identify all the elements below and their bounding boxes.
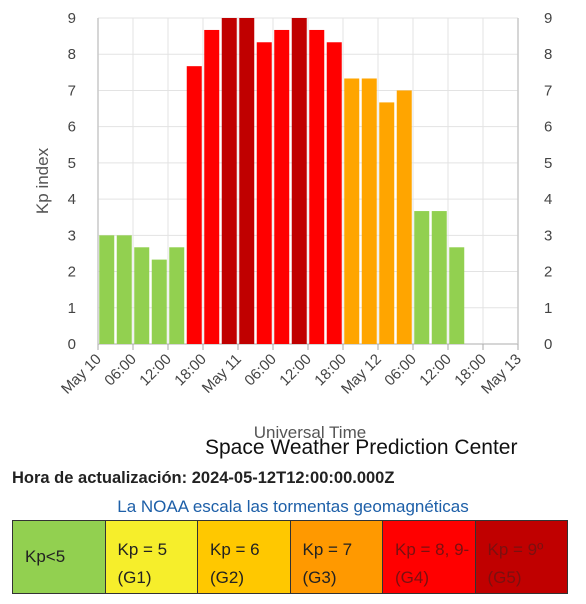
scale-label: Kp = 6 [210, 540, 260, 559]
scale-level: (G1) [117, 568, 152, 587]
y-axis-title: Kp index [33, 147, 52, 214]
x-tick-label: 12:00 [136, 351, 175, 390]
scale-label: Kp = 8, 9- [395, 540, 470, 559]
x-tick-label: May 13 [478, 351, 525, 398]
y-tick-label-left: 3 [68, 227, 76, 244]
scale-label: Kp = 7 [302, 540, 353, 559]
scale-cell-below-5: Kp<5 [13, 521, 106, 593]
kp-bar [186, 66, 202, 345]
kp-bar [169, 247, 185, 344]
x-tick-label: 06:00 [381, 351, 420, 390]
y-tick-label-left: 2 [68, 264, 76, 281]
scale-level: (G2) [210, 568, 244, 587]
kp-bar [326, 42, 342, 344]
x-tick-label: 06:00 [241, 351, 280, 390]
scale-cell-g5: Kp = 9º (G5) [475, 521, 567, 593]
scale-level: (G3) [302, 568, 337, 587]
kp-bar [309, 29, 325, 344]
scale-label: Kp = 5 [117, 540, 168, 559]
kp-bar [99, 235, 115, 344]
x-tick-label: May 10 [58, 351, 105, 398]
kp-bar [431, 211, 447, 344]
kp-bar [291, 18, 307, 344]
kp-bar [151, 259, 167, 344]
y-tick-label-right: 5 [544, 155, 552, 172]
kp-bar [116, 235, 132, 344]
y-tick-label-right: 1 [544, 300, 552, 317]
y-tick-label-right: 4 [544, 191, 552, 208]
scale-level: (G4) [395, 568, 429, 587]
kp-bar [239, 18, 255, 344]
y-tick-label-right: 3 [544, 227, 552, 244]
kp-bar [396, 90, 412, 344]
x-tick-label: 12:00 [416, 351, 455, 390]
scale-cell-g1: Kp = 5 (G1) [105, 521, 198, 593]
y-tick-label-right: 8 [544, 46, 552, 63]
kp-bar [256, 42, 272, 344]
y-tick-label-right: 2 [544, 264, 552, 281]
y-tick-label-left: 8 [68, 46, 76, 63]
scale-label: Kp = 9º [487, 540, 544, 559]
kp-bar [344, 78, 360, 344]
x-tick-label: May 11 [199, 351, 245, 397]
kp-bar [204, 29, 220, 344]
scale-title: La NOAA escala las tormentas geomagnétic… [117, 497, 469, 516]
scale-level: (G5) [487, 568, 522, 587]
kp-bar [361, 78, 377, 344]
scale-cell-g2: Kp = 6 (G2) [198, 521, 291, 593]
y-tick-label-left: 9 [68, 10, 76, 27]
y-tick-label-left: 0 [68, 336, 76, 353]
y-tick-label-left: 6 [68, 119, 76, 136]
x-axis-title: Universal Time [254, 423, 366, 440]
y-tick-label-left: 1 [68, 300, 76, 317]
y-tick-label-left: 4 [68, 191, 76, 208]
scale-label: Kp<5 [25, 547, 66, 566]
storm-scale-legend: Kp<5 Kp = 5 (G1) Kp = 6 (G2) Kp = 7 (G3)… [12, 520, 568, 594]
kp-bar [379, 102, 395, 344]
y-tick-label-right: 7 [544, 82, 552, 99]
x-tick-label: May 12 [338, 351, 385, 398]
y-tick-label-right: 0 [544, 336, 552, 353]
y-tick-label-right: 9 [544, 10, 552, 27]
x-tick-label: 06:00 [101, 351, 140, 390]
kp-bar [449, 247, 465, 344]
kp-bar [274, 29, 290, 344]
kp-bar [414, 211, 430, 344]
y-tick-label-left: 5 [68, 155, 76, 172]
y-tick-label-right: 6 [544, 119, 552, 136]
update-timestamp: Hora de actualización: 2024-05-12T12:00:… [12, 469, 395, 487]
credit-text: Space Weather Prediction Center [205, 436, 518, 459]
kp-bar [221, 18, 237, 344]
kp-bar [134, 247, 150, 344]
scale-cell-g4: Kp = 8, 9- (G4) [383, 521, 476, 593]
y-tick-label-left: 7 [68, 82, 76, 99]
x-tick-label: 12:00 [276, 351, 315, 390]
scale-cell-g3: Kp = 7 (G3) [290, 521, 383, 593]
